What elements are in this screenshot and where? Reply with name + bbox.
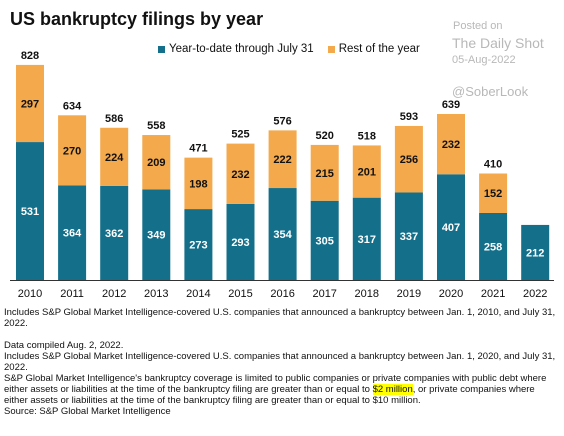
bar-rest-2015 (226, 143, 255, 204)
note-coverage-2020: Includes S&P Global Market Intelligence-… (4, 351, 556, 373)
x-tick-label-2019: 2019 (397, 288, 421, 300)
legend-label-ytd: Year-to-date through July 31 (169, 43, 314, 55)
bar-total-2012: 586 (105, 113, 123, 125)
bar-label-ytd-2014: 273 (189, 240, 207, 252)
legend-item-rest: Rest of the year (327, 43, 420, 55)
bar-total-2017: 520 (316, 130, 334, 142)
bar-label-rest-2016: 222 (273, 154, 291, 166)
bar-total-2020: 639 (442, 99, 460, 111)
legend-swatch-rest (327, 45, 335, 53)
x-tick-label-2020: 2020 (439, 288, 463, 300)
bar-rest-2016 (268, 130, 297, 189)
x-tick-label-2016: 2016 (270, 288, 294, 300)
bar-rest-2019 (394, 125, 423, 193)
bar-ytd-2014 (184, 209, 213, 280)
bar-label-ytd-2018: 317 (358, 234, 376, 246)
bar-rest-2011 (58, 115, 87, 186)
bar-label-ytd-2020: 407 (442, 222, 460, 234)
bar-ytd-2010 (16, 142, 44, 280)
legend-item-ytd: Year-to-date through July 31 (158, 43, 314, 55)
legend-swatch-ytd (158, 45, 165, 53)
bar-ytd-2018 (352, 197, 381, 280)
bar-rest-2018 (352, 145, 381, 198)
bar-label-rest-2019: 256 (400, 154, 418, 166)
bar-rest-2012 (100, 127, 129, 186)
bar-ytd-2016 (268, 188, 297, 280)
bar-ytd-2022 (521, 224, 550, 280)
bar-label-rest-2018: 201 (358, 167, 376, 179)
bar-label-ytd-2022: 212 (526, 247, 544, 259)
bar-label-ytd-2010: 531 (21, 206, 39, 218)
x-tick-label-2015: 2015 (228, 288, 252, 300)
bar-rest-2013 (142, 135, 171, 190)
bar-chart: 5312978282010364270634201136222458620123… (10, 50, 554, 300)
bar-label-ytd-2012: 362 (105, 228, 123, 240)
bar-ytd-2021 (479, 212, 508, 280)
x-tick-label-2014: 2014 (186, 288, 210, 300)
bar-label-ytd-2017: 305 (316, 235, 334, 247)
bar-label-ytd-2021: 258 (484, 241, 502, 253)
bar-ytd-2012 (100, 185, 129, 280)
watermark-name: The Daily Shot (452, 35, 544, 51)
bar-total-2016: 576 (273, 115, 291, 127)
bar-label-ytd-2016: 354 (273, 229, 292, 241)
x-tick-label-2021: 2021 (481, 288, 505, 300)
bar-rest-2014 (184, 157, 213, 210)
chart-legend: Year-to-date through July 31 Rest of the… (158, 43, 434, 55)
bar-label-ytd-2019: 337 (400, 231, 418, 243)
chart-notes: Includes S&P Global Market Intelligence-… (4, 307, 560, 417)
chart-title: US bankruptcy filings by year (10, 9, 264, 29)
watermark-posted: Posted on (453, 20, 503, 32)
bar-total-2018: 518 (358, 130, 376, 142)
bar-rest-2021 (479, 173, 508, 213)
note-highlight-2m: $2 million (372, 384, 413, 395)
bar-ytd-2015 (226, 203, 255, 280)
bar-ytd-2020 (437, 174, 465, 280)
bar-rest-2017 (310, 144, 339, 201)
x-tick-label-2012: 2012 (102, 288, 126, 300)
x-tick-label-2013: 2013 (144, 288, 168, 300)
x-tick-label-2011: 2011 (60, 288, 84, 300)
x-tick-label-2022: 2022 (523, 288, 547, 300)
watermark-date: 05-Aug-2022 (452, 54, 516, 66)
watermark-handle: @SoberLook (452, 84, 529, 99)
bar-label-rest-2013: 209 (147, 157, 165, 169)
bar-label-rest-2015: 232 (231, 169, 249, 181)
x-tick-label-2010: 2010 (18, 288, 42, 300)
bar-label-rest-2017: 215 (316, 168, 334, 180)
bar-ytd-2011 (58, 185, 87, 280)
bar-label-rest-2020: 232 (442, 139, 460, 151)
bar-ytd-2019 (394, 192, 423, 280)
bar-label-ytd-2015: 293 (231, 237, 249, 249)
bar-ytd-2013 (142, 189, 171, 280)
note-limits-pre: S&P Global Market Intelligence's bankrup… (4, 373, 547, 395)
bar-label-rest-2014: 198 (189, 178, 207, 190)
bar-label-rest-2010: 297 (21, 98, 39, 110)
bar-total-2015: 525 (231, 129, 249, 141)
bar-total-2019: 593 (400, 111, 418, 123)
x-tick-label-2017: 2017 (312, 288, 336, 300)
bar-total-2013: 558 (147, 120, 165, 132)
legend-label-rest: Rest of the year (338, 43, 420, 55)
bar-label-ytd-2011: 364 (63, 228, 82, 240)
bar-total-2010: 828 (21, 50, 39, 62)
note-limits-post: , or private companies where either asse… (4, 384, 535, 406)
note-coverage-2010: Includes S&P Global Market Intelligence-… (4, 307, 556, 329)
bar-label-rest-2011: 270 (63, 145, 81, 157)
bar-ytd-2017 (310, 200, 339, 280)
note-source: Source: S&P Global Market Intelligence (4, 406, 171, 417)
note-coverage-limits: S&P Global Market Intelligence's bankrup… (4, 373, 560, 406)
note-data-compiled: Data compiled Aug. 2, 2022. (4, 340, 124, 351)
bar-label-rest-2021: 152 (484, 188, 502, 200)
bar-total-2011: 634 (63, 100, 82, 112)
bar-label-ytd-2013: 349 (147, 230, 165, 242)
bar-total-2021: 410 (484, 158, 502, 170)
bar-rest-2010 (16, 64, 44, 143)
bar-label-rest-2012: 224 (105, 152, 124, 164)
x-tick-label-2018: 2018 (355, 288, 379, 300)
bar-rest-2020 (437, 114, 465, 175)
bar-total-2014: 471 (189, 143, 207, 155)
